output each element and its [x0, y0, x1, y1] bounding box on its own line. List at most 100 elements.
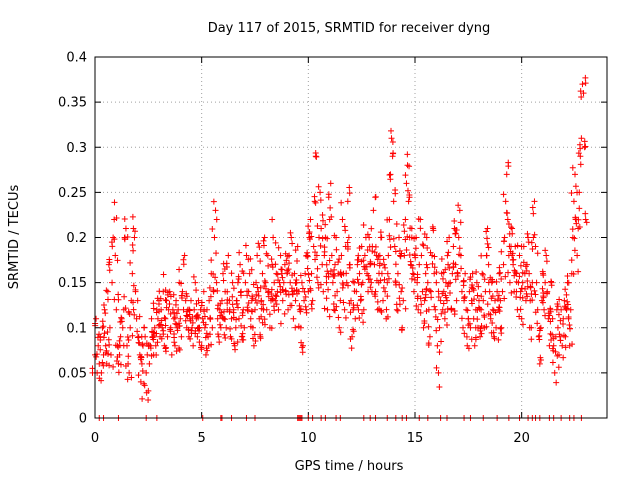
data-point	[239, 312, 246, 319]
data-point	[519, 269, 526, 276]
data-point	[162, 322, 169, 329]
data-point	[249, 295, 256, 302]
data-point	[367, 260, 374, 267]
data-point	[299, 344, 306, 351]
data-point	[98, 369, 105, 376]
data-point	[392, 261, 399, 268]
data-point	[284, 269, 291, 276]
data-point	[124, 334, 131, 341]
data-point	[534, 320, 541, 327]
data-point	[484, 301, 491, 308]
data-point	[390, 235, 397, 242]
data-point	[501, 295, 508, 302]
data-point	[562, 333, 569, 340]
data-point	[384, 216, 391, 223]
data-point	[98, 377, 105, 384]
data-point	[312, 256, 319, 263]
data-point	[129, 332, 136, 339]
data-point	[504, 216, 511, 223]
data-point	[466, 320, 473, 327]
data-point	[570, 198, 577, 205]
data-point	[467, 274, 474, 281]
plot-frame	[94, 56, 608, 419]
data-point	[469, 270, 476, 277]
data-point	[190, 342, 197, 349]
data-point	[518, 315, 525, 322]
data-point	[560, 315, 567, 322]
data-point	[478, 293, 485, 300]
data-point	[374, 306, 381, 313]
data-point	[560, 320, 567, 327]
data-point	[319, 217, 326, 224]
data-point	[420, 324, 427, 331]
data-point	[556, 331, 563, 338]
data-point	[474, 316, 481, 323]
data-point	[382, 264, 389, 271]
data-point	[498, 248, 505, 255]
data-point	[129, 213, 136, 220]
data-point	[554, 324, 561, 331]
data-point	[122, 225, 129, 232]
data-point	[380, 284, 387, 291]
data-point	[115, 291, 122, 298]
data-point	[390, 150, 397, 157]
data-point	[563, 305, 570, 312]
data-point	[372, 243, 379, 250]
data-point	[400, 221, 407, 228]
data-point	[115, 296, 122, 303]
data-point	[306, 236, 313, 243]
data-point	[258, 297, 265, 304]
data-point	[528, 239, 535, 246]
data-point	[460, 282, 467, 289]
data-point	[101, 330, 108, 337]
data-point	[126, 369, 133, 376]
data-point	[536, 336, 543, 343]
data-point	[220, 270, 226, 277]
data-point	[237, 261, 244, 268]
data-point	[582, 210, 589, 217]
data-point	[434, 316, 441, 323]
data-point	[222, 335, 229, 342]
data-point	[306, 277, 313, 284]
data-point	[254, 300, 261, 307]
data-point	[386, 172, 393, 179]
data-point	[540, 293, 547, 300]
data-point	[425, 341, 432, 348]
data-point	[163, 297, 170, 304]
data-point	[321, 244, 328, 251]
data-point	[124, 233, 131, 240]
data-point	[435, 369, 442, 376]
data-point	[157, 321, 164, 328]
data-point	[550, 335, 557, 342]
data-point	[104, 288, 111, 295]
data-point	[478, 252, 485, 259]
data-point	[269, 295, 276, 302]
data-point	[103, 287, 110, 294]
data-point	[568, 257, 575, 264]
data-point	[258, 313, 265, 320]
data-point	[583, 219, 590, 226]
data-point	[280, 279, 287, 286]
data-point	[150, 300, 157, 307]
data-point	[314, 223, 321, 230]
data-point	[166, 301, 173, 308]
data-point	[106, 362, 113, 369]
data-point	[257, 258, 264, 265]
data-point	[396, 247, 403, 254]
data-point	[272, 292, 279, 299]
data-point	[346, 300, 353, 307]
data-point	[396, 234, 402, 241]
data-point	[497, 297, 504, 304]
data-point	[392, 248, 399, 255]
data-point	[549, 345, 556, 352]
data-point	[404, 151, 411, 158]
data-point	[406, 163, 413, 170]
data-point	[134, 297, 141, 304]
data-point	[455, 202, 462, 209]
data-point	[297, 272, 304, 279]
data-point	[200, 288, 207, 295]
data-point	[127, 324, 134, 331]
data-point	[450, 243, 457, 250]
data-point	[443, 322, 450, 329]
data-point	[497, 325, 504, 332]
